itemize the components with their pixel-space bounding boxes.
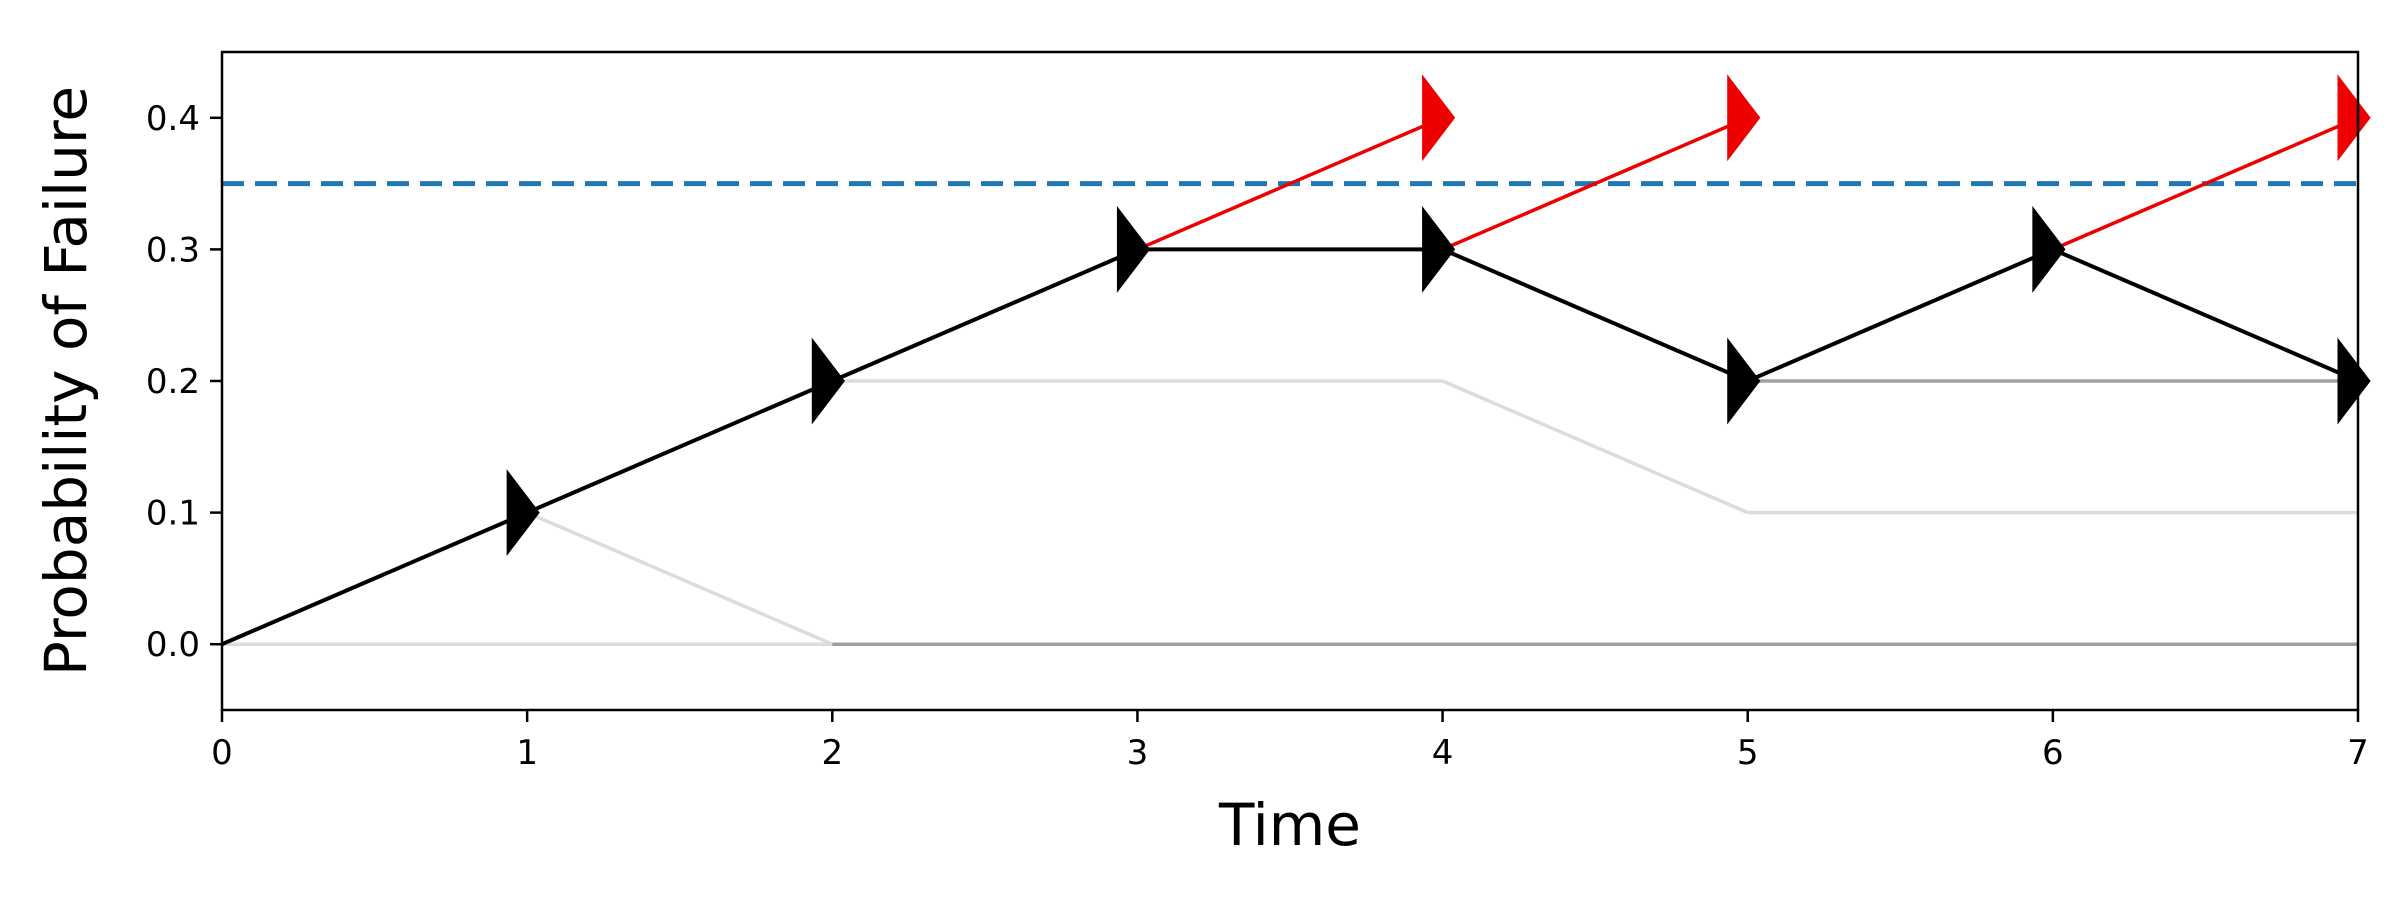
rejected-branches-segment — [1441, 116, 1749, 252]
y-tick-label: 0.3 — [146, 230, 200, 270]
explored-tree-segment — [526, 510, 833, 646]
x-tick-label: 7 — [2347, 733, 2369, 773]
rejected-branch-arrow-marker — [2337, 74, 2371, 162]
x-tick-label: 4 — [1432, 733, 1454, 773]
marker-layer — [506, 74, 2371, 557]
x-axis: 0 1 2 3 4 5 6 7 — [211, 710, 2369, 773]
x-tick-label: 6 — [2042, 733, 2064, 773]
rejected-branches-segment — [1136, 116, 1444, 252]
selected-path-line — [221, 247, 2359, 647]
selected-path-arrow-marker — [1727, 337, 1761, 425]
rejected-branch-arrow-marker — [1422, 74, 1456, 162]
x-tick-label: 3 — [1127, 733, 1149, 773]
selected-path-arrow-marker — [1116, 205, 1151, 293]
selected-path-arrow-marker — [811, 337, 845, 425]
x-tick-label: 5 — [1737, 733, 1759, 773]
y-tick-label: 0.2 — [146, 362, 200, 402]
x-tick-label: 2 — [821, 733, 843, 773]
y-tick-label: 0.0 — [146, 625, 200, 665]
selected-path-arrow-marker — [2032, 205, 2066, 293]
y-axis: 0.0 0.1 0.2 0.3 0.4 — [146, 99, 222, 665]
x-tick-label: 0 — [211, 733, 233, 773]
selected-path-arrow-marker — [2337, 337, 2371, 425]
selected-path-layer — [221, 116, 2359, 647]
x-tick-label: 1 — [516, 733, 538, 773]
explored-tree-segment — [1441, 379, 1749, 515]
y-axis-title: Probability of Failure — [32, 86, 100, 676]
rejected-branch-arrow-marker — [1727, 74, 1761, 162]
tree-lines — [222, 379, 2358, 646]
selected-path-arrow-marker — [506, 469, 540, 557]
selected-path-arrow-marker — [1422, 205, 1456, 293]
y-tick-label: 0.1 — [146, 494, 200, 534]
x-axis-title: Time — [1218, 791, 1361, 859]
y-tick-label: 0.4 — [146, 99, 200, 139]
rejected-branches-segment — [2052, 116, 2359, 252]
